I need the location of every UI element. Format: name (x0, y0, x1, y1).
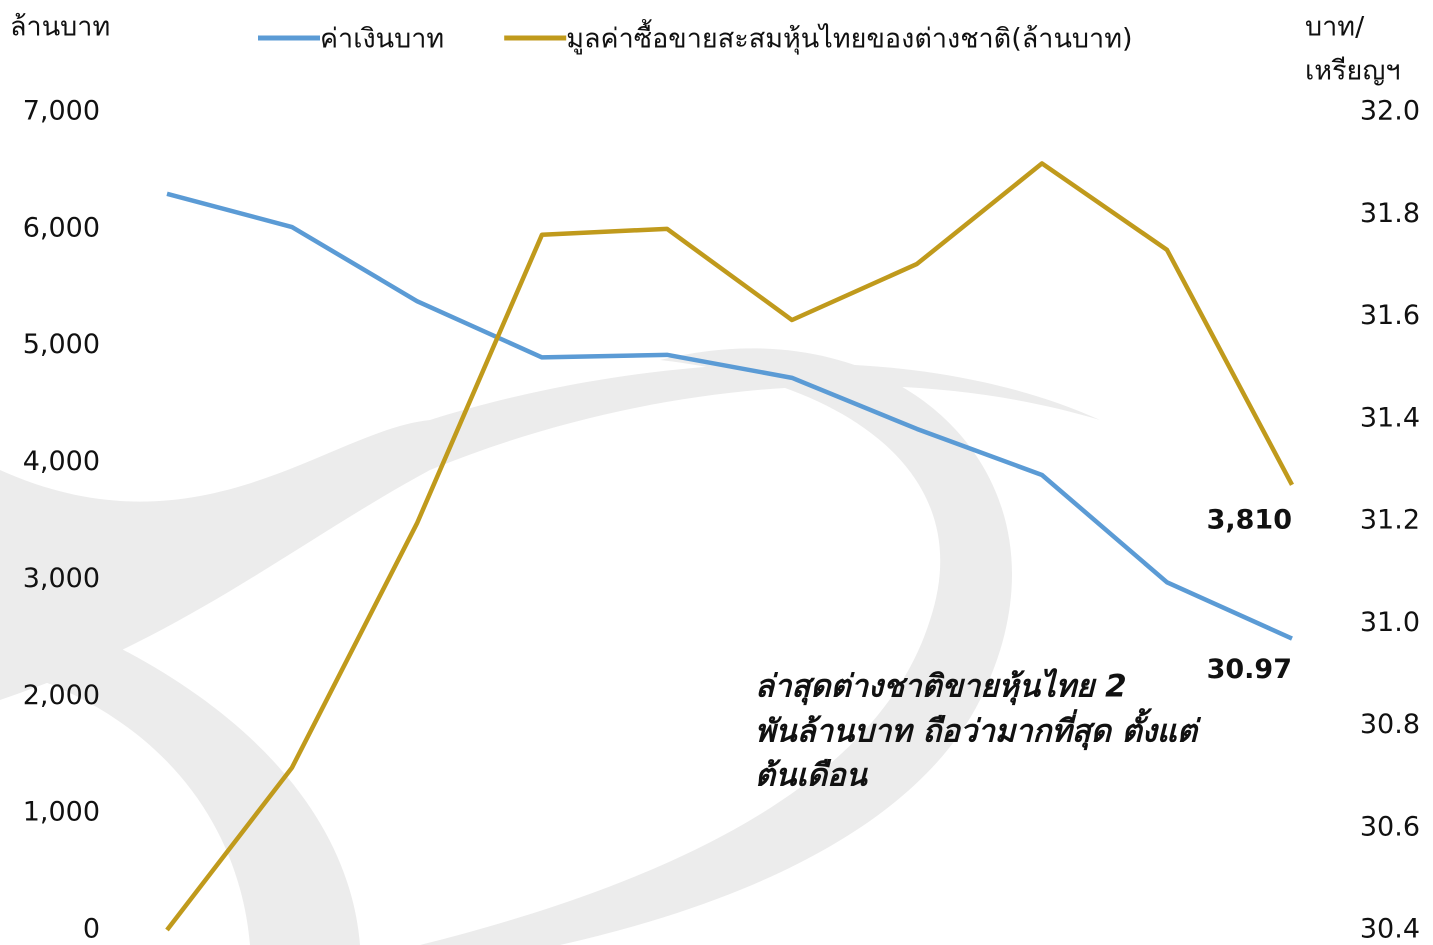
y-tick-label: 7,000 (23, 96, 100, 127)
y2-tick-label: 31.4 (1360, 402, 1420, 433)
y2-axis-title: เหรียญฯ (1305, 56, 1401, 87)
plot: 0 1,000 2,000 3,000 4,000 5,000 6,000 7,000 30.4… (23, 96, 1420, 945)
y-tick-label: 5,000 (23, 329, 100, 360)
y2-tick-label: 30.4 (1360, 914, 1420, 945)
annotation: ต้นเดือน (755, 758, 869, 794)
y-tick-label: 3,000 (23, 563, 100, 594)
legend-label: ค่าเงินบาท (320, 24, 444, 55)
legend: ค่าเงินบาท มูลค่าซื้อขายสะสมหุ้นไทยของต่า… (258, 19, 1133, 56)
y-axis-title: ล้านบาท (10, 12, 110, 43)
data-label: 30.97 (1207, 654, 1292, 685)
watermark-arc (420, 348, 1012, 945)
data-label: 3,810 (1207, 504, 1292, 535)
y-tick-label: 2,000 (23, 680, 100, 711)
y2-tick-label: 32.0 (1360, 96, 1420, 127)
watermark-swirl (0, 363, 1100, 700)
annotation: ล่าสุดต่างชาติขายหุ้นไทย 2 (755, 668, 1127, 706)
watermark-tail (40, 620, 360, 945)
y2-tick-label: 31.8 (1360, 198, 1420, 229)
y-tick-label: 1,000 (23, 797, 100, 828)
y2-tick-label: 30.8 (1360, 709, 1420, 740)
y2-tick-label: 31.2 (1360, 505, 1420, 536)
y-tick-label: 6,000 (23, 212, 100, 243)
watermark (0, 348, 1100, 945)
y2-tick-label: 31.6 (1360, 300, 1420, 331)
series-line (166, 191, 1293, 641)
y-tick-label: 0 (83, 914, 100, 945)
y2-tick-label: 30.6 (1360, 811, 1420, 842)
legend-label: มูลค่าซื้อขายสะสมหุ้นไทยของต่างชาติ(ล้าน… (566, 19, 1132, 56)
series-line (165, 161, 1294, 932)
y2-tick-label: 31.0 (1360, 607, 1420, 638)
y2-axis-title: บาท/ (1305, 12, 1365, 43)
y-tick-label: 4,000 (23, 446, 100, 477)
annotation: พันล้านบาท ถือว่ามากที่สุด ตั้งแต่ (755, 708, 1202, 751)
